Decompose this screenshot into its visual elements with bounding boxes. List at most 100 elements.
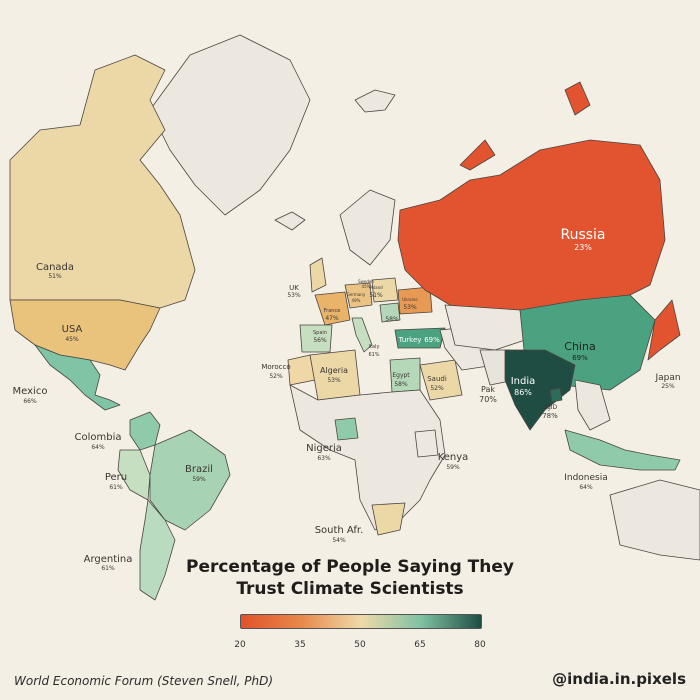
label-morocco: Morocco (261, 363, 290, 371)
scandinavia-shape (339, 189, 396, 266)
pct-pakistan: 70% (479, 395, 497, 404)
arctic-island-shape (354, 89, 396, 113)
pct-germany: 49% (352, 298, 361, 303)
label-spain: Spain (313, 330, 327, 336)
india-shape (504, 349, 576, 431)
siberia-north-shape (459, 139, 496, 171)
label-turkey: Turkey (398, 336, 422, 344)
country-labels: Canada 51% USA 45% Mexico 66% Colombia 6… (13, 227, 681, 572)
pct-canada: 51% (48, 273, 62, 280)
pct-bangladesh: 78% (542, 412, 558, 420)
label-argentina: Argentina (84, 554, 133, 565)
bangladesh-shape (549, 387, 563, 403)
pct-kenya: 59% (446, 464, 460, 471)
pct-ukraine: 53% (403, 304, 417, 311)
australia-shape (609, 479, 700, 561)
label-japan: Japan (654, 373, 680, 383)
label-brazil: Brazil (185, 464, 213, 475)
label-germany: Germany (347, 292, 366, 297)
argentina-shape (139, 499, 176, 601)
pct-poland: 51% (369, 292, 383, 299)
source-credit: World Economic Forum (Steven Snell, PhD) (14, 674, 274, 688)
color-legend: 20 35 50 65 80 (234, 614, 486, 650)
turkey-shape (394, 327, 446, 349)
pct-mexico: 66% (23, 398, 37, 405)
label-egypt: Egypt (392, 372, 410, 379)
label-south-africa: South Afr. (315, 525, 364, 536)
legend-tick-65: 65 (414, 640, 426, 650)
label-ukraine: Ukraine (402, 297, 418, 302)
map-title: Percentage of People Saying They Trust C… (150, 556, 550, 600)
label-kenya: Kenya (438, 452, 469, 463)
pct-colombia: 64% (91, 444, 105, 451)
pct-russia: 23% (574, 243, 592, 252)
pct-egypt: 58% (394, 381, 408, 388)
label-saudi: Saudi (427, 375, 447, 383)
legend-gradient-bar (240, 614, 482, 629)
label-canada: Canada (36, 262, 74, 273)
kenya-shape (414, 429, 439, 458)
label-indonesia: Indonesia (564, 473, 608, 483)
label-algeria: Algeria (320, 366, 348, 375)
brazil-shape (149, 429, 231, 531)
russia-shape (397, 139, 666, 311)
uk-shape (309, 257, 327, 293)
legend-tick-80: 80 (474, 640, 486, 650)
pct-saudi: 52% (430, 385, 444, 392)
pct-uk: 53% (287, 292, 301, 299)
pct-algeria: 53% (327, 377, 341, 384)
legend-tick-50: 50 (354, 640, 366, 650)
pct-china: 69% (572, 354, 588, 362)
title-line-1: Percentage of People Saying They (185, 557, 514, 577)
pct-nigeria: 63% (317, 455, 331, 462)
central-asia-shape (444, 304, 526, 351)
pct-brazil: 59% (192, 476, 206, 483)
pct-india: 86% (514, 388, 532, 397)
spain-shape (299, 324, 333, 353)
label-bangladesh: BgID (543, 404, 558, 411)
saudi-shape (419, 359, 463, 401)
pct-peru: 61% (109, 484, 123, 491)
pct-france: 47% (325, 315, 339, 322)
label-usa: USA (62, 324, 83, 335)
south-africa-shape (371, 502, 406, 536)
title-line-2: Trust Climate Scientists (236, 579, 464, 599)
label-poland: Poland (369, 285, 383, 290)
africa-body-shape (289, 384, 446, 531)
pct-south-africa: 54% (332, 537, 346, 544)
pct-romania: 58% (385, 316, 399, 323)
label-sweden: Sweden (358, 279, 374, 284)
france-shape (314, 291, 351, 326)
pct-indonesia: 64% (579, 484, 593, 491)
greenland-shape (149, 34, 311, 216)
pct-japan: 25% (661, 383, 675, 390)
label-france: France (324, 308, 341, 314)
nigeria-shape (334, 417, 359, 441)
author-handle: @india.in.pixels (552, 670, 686, 688)
algeria-shape (309, 349, 361, 401)
iceland-shape (274, 211, 306, 231)
colombia-shape (129, 411, 161, 451)
kamchatka-shape (564, 81, 591, 116)
mexico-shape (34, 344, 121, 411)
pct-morocco: 52% (269, 373, 283, 380)
pct-sweden: 45% (362, 284, 371, 289)
se-asia-shape (574, 379, 611, 431)
legend-tick-35: 35 (294, 640, 306, 650)
romania-shape (379, 302, 401, 323)
label-india: India (511, 376, 536, 387)
label-italy: Italy (369, 344, 380, 350)
legend-tick-20: 20 (234, 640, 246, 650)
pct-turkey: 69% (424, 336, 440, 344)
ukraine-shape (397, 286, 433, 315)
pct-spain: 56% (313, 337, 327, 344)
label-pakistan: Pak (481, 385, 495, 394)
label-mexico: Mexico (13, 386, 48, 397)
italy-shape (351, 317, 373, 353)
poland-shape (371, 277, 399, 303)
label-uk: UK (289, 284, 299, 292)
pct-usa: 45% (65, 336, 79, 343)
pct-argentina: 61% (101, 565, 115, 572)
